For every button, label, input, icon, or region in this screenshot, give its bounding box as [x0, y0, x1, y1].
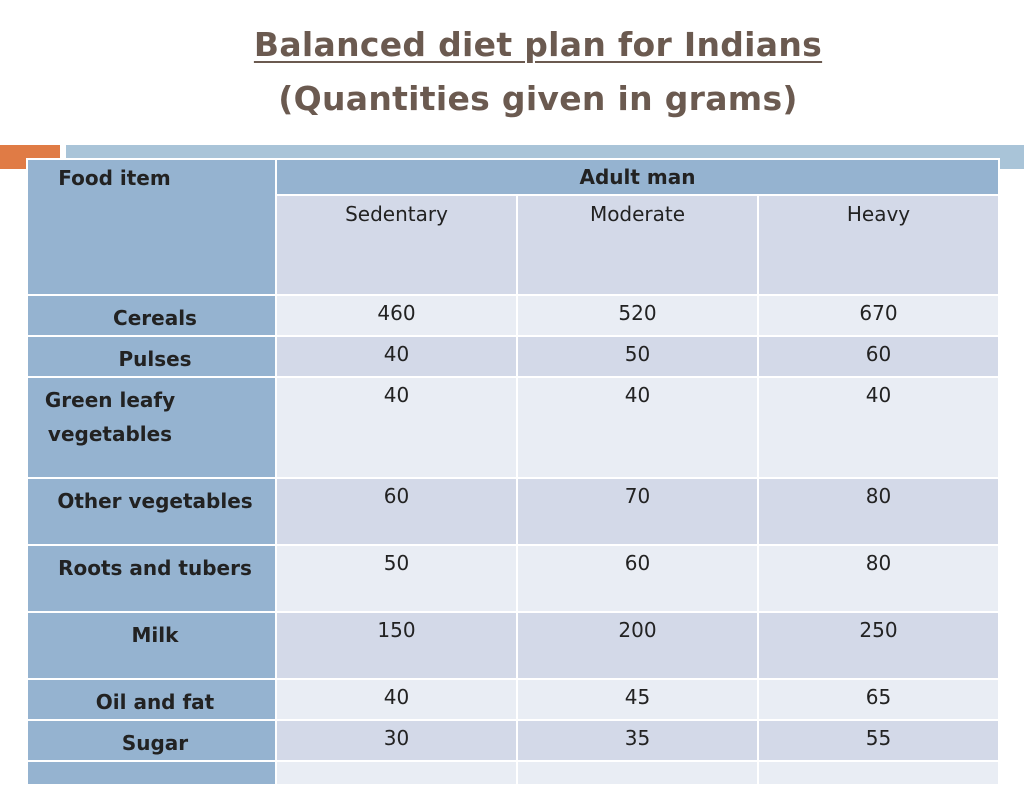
cell-heavy: 65 — [756, 678, 1001, 721]
row-label: Roots and tubers — [26, 544, 277, 613]
cell-moderate: 70 — [516, 477, 759, 546]
cell-sedentary: 60 — [275, 477, 518, 546]
cell-sedentary: 50 — [275, 544, 518, 613]
table-row: Cereals 460 520 670 — [26, 294, 1001, 337]
cell-sedentary: 40 — [275, 376, 518, 479]
subheader-moderate: Moderate — [516, 194, 759, 296]
cell-moderate — [516, 760, 759, 786]
cell-sedentary — [275, 760, 518, 786]
table-row: Roots and tubers 50 60 80 — [26, 544, 1001, 613]
cell-heavy — [756, 760, 1001, 786]
row-label — [26, 760, 277, 786]
table-row: Oil and fat 40 45 65 — [26, 678, 1001, 721]
cell-heavy: 60 — [756, 335, 1001, 378]
cell-heavy: 670 — [756, 294, 1001, 337]
cell-sedentary: 460 — [275, 294, 518, 337]
row-label: Sugar — [26, 719, 277, 762]
cell-moderate: 40 — [516, 376, 759, 479]
row-label: Pulses — [26, 335, 277, 378]
table-row: Green leafy vegetables 40 40 40 — [26, 376, 1001, 479]
cell-heavy: 80 — [756, 544, 1001, 613]
table-row: Sugar 30 35 55 — [26, 719, 1001, 762]
row-label: Milk — [26, 611, 277, 680]
adult-man-header: Adult man — [274, 158, 1001, 196]
cell-sedentary: 30 — [275, 719, 518, 762]
title-line-1: Balanced diet plan for Indians — [253, 25, 823, 64]
cell-sedentary: 40 — [275, 678, 518, 721]
row-label: Oil and fat — [26, 678, 277, 721]
subheader-sedentary: Sedentary — [275, 194, 518, 296]
table-row: Milk 150 200 250 — [26, 611, 1001, 680]
row-label: Other vegetables — [26, 477, 277, 546]
cell-moderate: 60 — [516, 544, 759, 613]
slide-title: Balanced diet plan for Indians (Quantiti… — [0, 18, 1024, 126]
cell-heavy: 80 — [756, 477, 1001, 546]
cell-moderate: 50 — [516, 335, 759, 378]
food-item-header: Food item — [26, 158, 277, 296]
cell-moderate: 200 — [516, 611, 759, 680]
table-row: Other vegetables 60 70 80 — [26, 477, 1001, 546]
row-label: Green leafy vegetables — [26, 376, 277, 479]
cell-heavy: 55 — [756, 719, 1001, 762]
diet-table: Food item Adult man Sedentary Moderate H… — [26, 158, 1001, 786]
row-label: Cereals — [26, 294, 277, 337]
cell-moderate: 35 — [516, 719, 759, 762]
cell-sedentary: 150 — [275, 611, 518, 680]
cell-moderate: 520 — [516, 294, 759, 337]
table-row — [26, 760, 1001, 786]
title-line-2: (Quantities given in grams) — [278, 79, 798, 118]
cell-heavy: 40 — [756, 376, 1001, 479]
subheader-heavy: Heavy — [756, 194, 1001, 296]
cell-heavy: 250 — [756, 611, 1001, 680]
table-row: Pulses 40 50 60 — [26, 335, 1001, 378]
cell-sedentary: 40 — [275, 335, 518, 378]
cell-moderate: 45 — [516, 678, 759, 721]
